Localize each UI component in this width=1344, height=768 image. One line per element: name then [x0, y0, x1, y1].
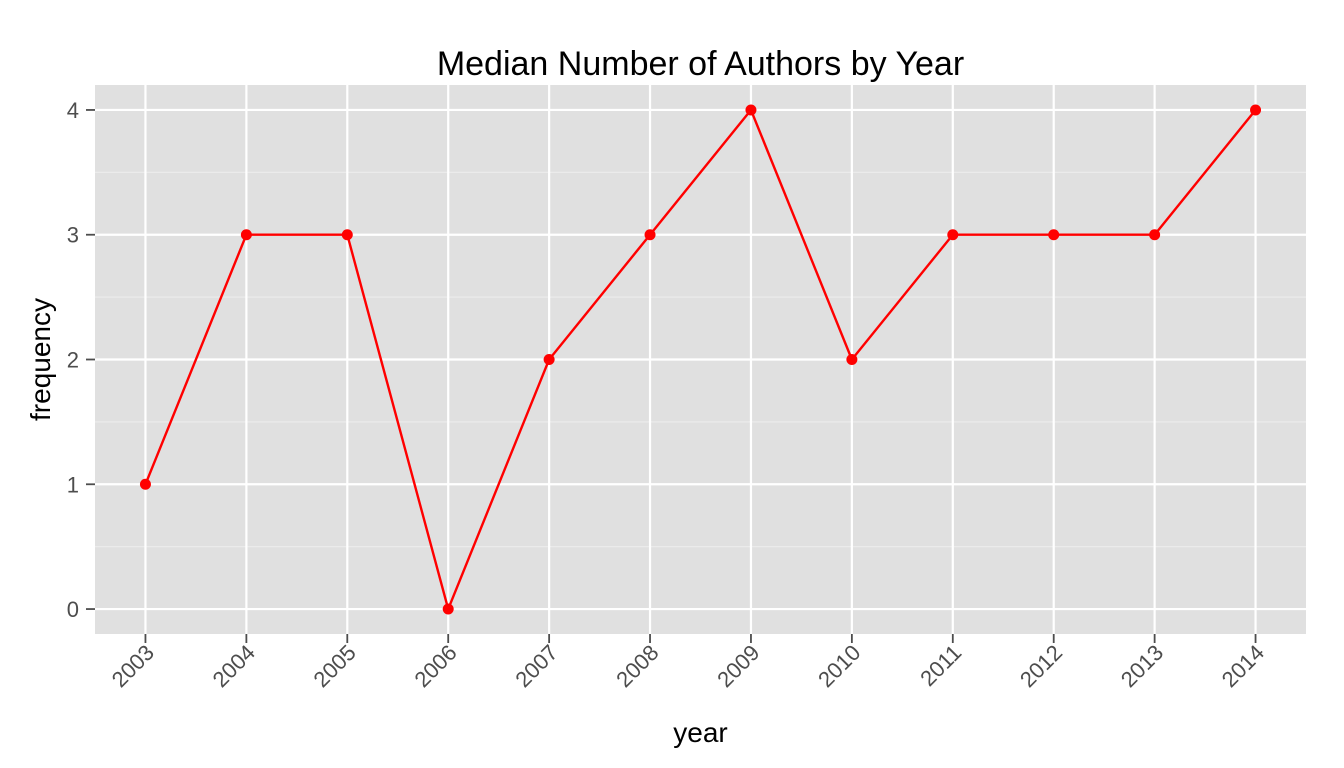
- axis-ticks: [86, 109, 1257, 643]
- y-tick-label: 3: [67, 223, 79, 248]
- data-point: [846, 354, 858, 365]
- data-point: [341, 229, 353, 241]
- x-tick-label: 2010: [813, 640, 865, 692]
- y-tick-label: 1: [67, 472, 79, 497]
- x-tick-label: 2012: [1015, 640, 1067, 692]
- y-tick-label: 0: [67, 597, 79, 622]
- data-point: [745, 104, 757, 116]
- data-point: [644, 229, 656, 241]
- x-tick-label: 2005: [309, 640, 361, 692]
- x-tick-label: 2008: [611, 640, 663, 692]
- series-line: [144, 108, 1257, 611]
- x-tick-label: 2011: [915, 640, 966, 691]
- data-point: [543, 354, 555, 365]
- chart-title: Median Number of Authors by Year: [437, 45, 964, 83]
- x-tick-label: 2009: [712, 640, 764, 692]
- series-layer: [139, 104, 1262, 615]
- data-point: [139, 478, 151, 490]
- data-point: [442, 603, 454, 615]
- x-tick-label: 2013: [1116, 640, 1168, 692]
- data-point: [1048, 229, 1060, 241]
- x-tick-label: 2014: [1217, 640, 1269, 692]
- y-axis-title: frequency: [25, 298, 56, 421]
- x-tick-label: 2003: [107, 640, 159, 692]
- y-tick-label: 4: [67, 98, 79, 123]
- y-tick-label: 2: [67, 348, 79, 373]
- data-point: [1149, 229, 1161, 241]
- data-point: [240, 229, 252, 241]
- x-tick-label: 2006: [409, 640, 461, 692]
- x-tick-label: 2004: [208, 640, 260, 692]
- data-point: [1250, 104, 1262, 116]
- x-axis-title: year: [673, 717, 727, 748]
- x-tick-label: 2007: [510, 640, 562, 692]
- data-point: [947, 229, 959, 241]
